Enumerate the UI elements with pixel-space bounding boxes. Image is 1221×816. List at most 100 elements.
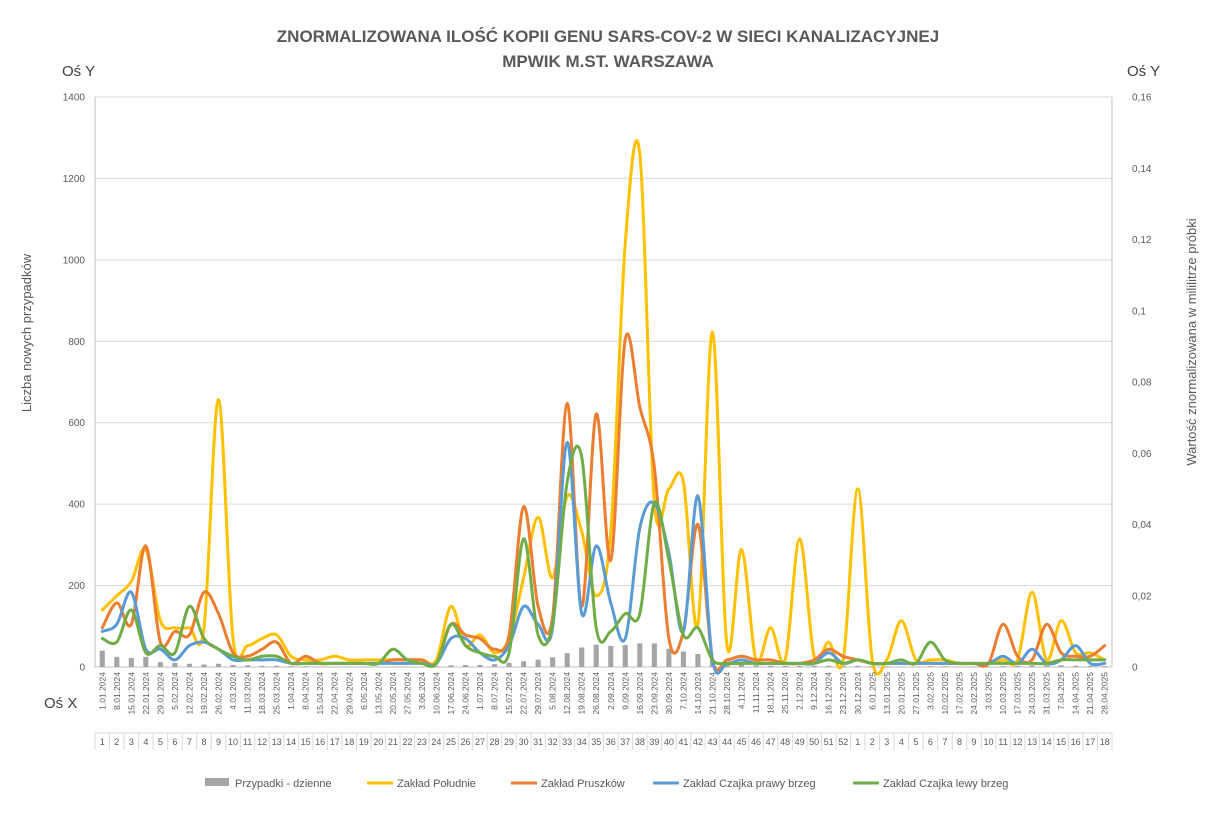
bar-przypadki (259, 665, 265, 667)
bar-przypadki (927, 666, 933, 667)
x-week-label: 2 (114, 737, 119, 747)
y-left-tick-label: 200 (68, 581, 85, 592)
x-date-label: 10.02.2025 (940, 672, 950, 715)
x-date-label: 1.04.2024 (286, 672, 296, 710)
x-week-label: 11 (243, 737, 252, 747)
bar-przypadki (288, 666, 294, 667)
x-date-label: 24.03.2025 (1027, 672, 1037, 715)
x-date-label: 5.02.2024 (170, 672, 180, 710)
bar-przypadki (448, 665, 454, 667)
x-week-label: 1 (855, 737, 860, 747)
x-date-label: 3.02.2025 (925, 672, 935, 710)
x-date-label: 11.03.2024 (243, 672, 253, 714)
legend-label: Zakład Czajka lewy brzeg (883, 778, 1008, 790)
legend-label: Zakład Pruszków (541, 778, 625, 790)
bar-przypadki (1102, 666, 1108, 667)
x-week-label: 7 (942, 737, 947, 747)
x-week-label: 41 (678, 737, 688, 747)
x-date-label: 17.02.2025 (954, 672, 964, 715)
axes (94, 97, 1113, 750)
x-date-label: 13.05.2024 (373, 672, 383, 715)
x-week-label: 29 (504, 737, 514, 747)
x-date-label: 7.04.2025 (1056, 672, 1066, 710)
x-date-label: 7.10.2024 (678, 672, 688, 710)
x-date-label: 23.12.2024 (838, 672, 848, 715)
x-date-label: 24.02.2025 (969, 672, 979, 715)
x-date-label: 14.10.2024 (693, 672, 703, 715)
bar-przypadki (172, 662, 178, 667)
y-left-tick-label: 1000 (63, 255, 86, 266)
y-right-tick-label: 0,04 (1132, 520, 1152, 531)
y-left-axis-title: Liczba nowych przypadków (19, 253, 34, 412)
bar-przypadki (884, 666, 890, 667)
bar-przypadki (797, 665, 803, 667)
x-date-label: 21.04.2025 (1085, 672, 1095, 715)
x-week-label: 12 (1013, 737, 1023, 747)
x-date-label: 8.01.2024 (112, 672, 122, 710)
x-date-label: 19.08.2024 (577, 672, 587, 715)
bar-przypadki (201, 664, 207, 667)
legend-label: Zakład Czajka prawy brzeg (683, 778, 816, 790)
bar-przypadki (637, 643, 643, 667)
bar-przypadki (738, 664, 745, 667)
x-week-label: 13 (272, 737, 282, 747)
x-week-label: 5 (913, 737, 918, 747)
x-week-label: 30 (519, 737, 529, 747)
x-week-label: 23 (417, 737, 427, 747)
x-week-label: 6 (172, 737, 177, 747)
x-date-label: 15.04.2024 (315, 672, 325, 715)
x-week-label: 48 (780, 737, 790, 747)
bar-przypadki (826, 665, 832, 667)
bar-przypadki (303, 666, 309, 667)
bar-przypadki (215, 663, 222, 667)
legend-swatch (205, 778, 229, 786)
x-date-label: 11.11.2024 (751, 672, 761, 714)
x-week-label: 4 (143, 737, 148, 747)
x-date-label: 25.03.2024 (272, 672, 282, 715)
x-week-label: 2 (870, 737, 875, 747)
x-date-label: 22.01.2024 (141, 672, 151, 715)
bar-przypadki (99, 650, 105, 667)
x-date-label: 3.03.2025 (984, 672, 994, 710)
x-week-label: 3 (129, 737, 134, 747)
chart-title-line1: ZNORMALIZOWANA ILOŚĆ KOPII GENU SARS-COV… (277, 27, 939, 46)
bar-przypadki (462, 664, 469, 667)
x-week-label: 31 (533, 737, 543, 747)
x-week-label: 14 (1042, 737, 1052, 747)
x-date-label: 29.04.2024 (344, 672, 354, 715)
x-date-label: 24.06.2024 (460, 672, 470, 715)
x-week-label: 46 (751, 737, 761, 747)
bar-przypadki (1044, 665, 1050, 667)
bar-przypadki (114, 656, 120, 667)
bar-przypadki (157, 662, 163, 667)
x-date-label: 28.10.2024 (722, 672, 732, 715)
x-week-label: 20 (373, 737, 383, 747)
x-week-label: 42 (693, 737, 703, 747)
x-date-label: 9.09.2024 (620, 672, 630, 710)
bar-przypadki (1015, 665, 1021, 667)
x-week-label: 40 (664, 737, 674, 747)
bar-przypadki (855, 665, 861, 667)
x-week-label: 37 (620, 737, 630, 747)
x-week-label: 8 (957, 737, 962, 747)
x-date-label: 14.04.2025 (1071, 672, 1081, 715)
x-week-label: 38 (635, 737, 645, 747)
x-date-label: 21.10.2024 (707, 672, 717, 715)
bar-przypadki (651, 643, 657, 667)
bar-przypadki (535, 659, 541, 667)
x-week-label: 1 (100, 737, 105, 747)
bar-przypadki (840, 665, 846, 667)
x-date-label: 15.07.2024 (504, 672, 514, 715)
x-date-label: 31.03.2025 (1042, 672, 1052, 715)
bar-przypadki (680, 651, 686, 667)
bar-przypadki (1000, 666, 1006, 667)
x-week-label: 50 (809, 737, 819, 747)
x-week-label: 4 (899, 737, 904, 747)
y-right-tick-label: 0,16 (1132, 93, 1152, 104)
x-week-label: 18 (344, 737, 354, 747)
x-week-label: 26 (460, 737, 470, 747)
x-date-label: 12.08.2024 (562, 672, 572, 715)
bar-przypadki (622, 645, 628, 667)
line-series (100, 139, 1107, 676)
x-date-label: 12.02.2024 (184, 672, 194, 715)
